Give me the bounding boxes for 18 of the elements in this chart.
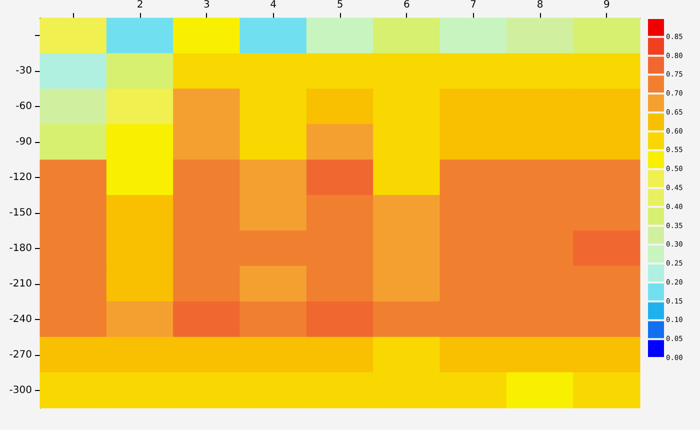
y-tick-label: -150: [9, 208, 32, 218]
y-tick-label: -270: [9, 349, 32, 360]
y-tick-label: -60: [16, 101, 32, 112]
x-tick-label: 8: [536, 0, 544, 10]
x-tick-label: 9: [603, 0, 610, 10]
x-tick-label: 5: [336, 0, 344, 10]
y-tick-label: -30: [16, 66, 32, 77]
x-tick-label: 2: [136, 0, 144, 10]
x-tick-label: 3: [203, 0, 210, 10]
y-tick-label: -120: [9, 172, 32, 184]
x-tick-label: 7: [470, 0, 477, 10]
y-tick-label: -300: [9, 384, 32, 396]
y-tick-label: -180: [9, 242, 32, 254]
x-tick-label: 6: [403, 0, 410, 10]
y-tick-label: -210: [9, 278, 32, 290]
x-tick-label: 4: [270, 0, 277, 10]
y-tick-label: -240: [9, 314, 32, 325]
y-tick-label: -90: [16, 136, 32, 148]
